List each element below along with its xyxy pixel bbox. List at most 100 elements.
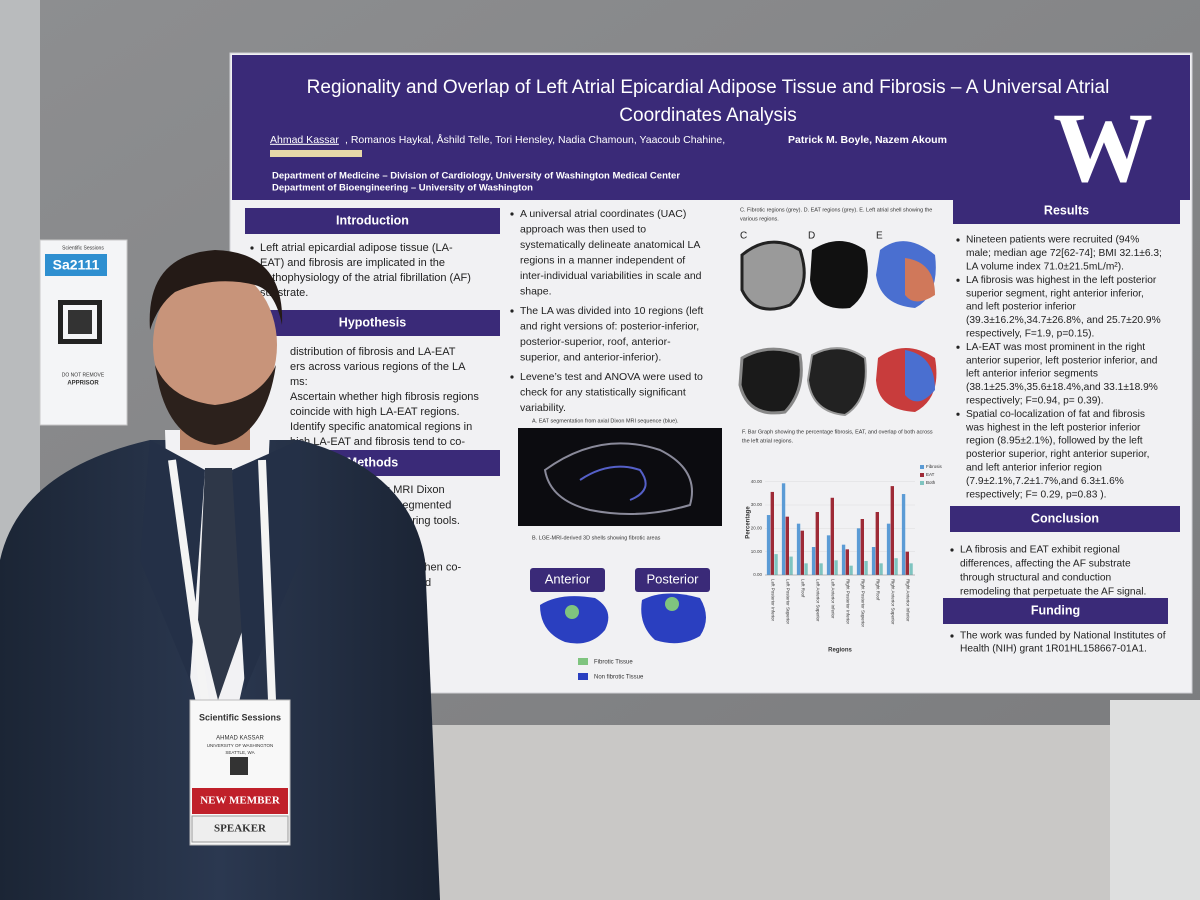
bullet xyxy=(510,212,514,216)
body-text: approach was then used to xyxy=(520,223,646,235)
legend-text: Fibrotic Tissue xyxy=(594,660,633,666)
section-header xyxy=(943,598,1168,624)
section-title: Funding xyxy=(1031,603,1080,617)
section-header xyxy=(953,198,1180,224)
qr-note: DO NOT REMOVE xyxy=(62,372,105,378)
lanyard xyxy=(258,459,276,701)
x-tick-label: Left Anterior Inferior xyxy=(830,579,835,619)
x-tick-label: Left Posterior Inferior xyxy=(770,579,775,622)
body-text: Levene’s test and ANOVA were used to xyxy=(520,371,703,383)
authors-senior: Patrick M. Boyle, Nazem Akoum xyxy=(788,134,947,146)
section-header xyxy=(245,208,500,234)
badge-city: SEATTLE, WA xyxy=(225,750,254,755)
y-tick-label: 0.00 xyxy=(753,572,762,577)
ribbon-text: NEW MEMBER xyxy=(200,795,281,807)
body-text: Spatial co-localization of fat and fibro… xyxy=(966,409,1145,420)
body-text: LA volume index 71.0±21.5mL/m²). xyxy=(966,261,1124,272)
body-text: superior, and anterior-inferior). xyxy=(520,351,661,363)
x-axis-label: Regions xyxy=(828,648,852,654)
x-tick-label: Right Posterior Superior xyxy=(860,579,865,628)
qr-brand: Scientific Sessions xyxy=(62,245,104,251)
la-shell-d2 xyxy=(806,347,867,417)
bullet xyxy=(956,278,960,282)
section-title: Results xyxy=(1044,203,1089,217)
bar xyxy=(789,556,793,575)
x-tick-label: Right Posterior Inferior xyxy=(845,579,850,625)
beard xyxy=(155,365,276,445)
bar xyxy=(864,561,868,575)
ribbon xyxy=(191,815,289,843)
body-text: shape. xyxy=(520,285,552,297)
badge-qr xyxy=(230,757,248,775)
panel-label: C xyxy=(740,231,747,242)
y-axis-label: Percentage xyxy=(746,506,752,539)
body-text: respectively; F=0.94, p= 0.39). xyxy=(966,395,1104,406)
bar xyxy=(830,497,834,575)
body-text: hich LA-EAT and fibrosis tend to co- xyxy=(290,436,465,448)
body-text: LA fibrosis and EAT exhibit regional xyxy=(960,545,1120,556)
y-tick-label: 20.00 xyxy=(751,526,763,531)
body-text: through structural and conduction xyxy=(960,573,1111,584)
legend-swatch xyxy=(920,473,924,477)
body-text: Health (NIH) grant 1R01HL158667-01A1. xyxy=(960,644,1147,655)
body-text: The LA was divided into 10 regions (left xyxy=(520,305,703,317)
bar xyxy=(834,560,838,575)
bar xyxy=(841,544,846,575)
y-tick-label: 10.00 xyxy=(751,549,763,554)
hair xyxy=(149,250,283,330)
body-text: respectively, F=1.9, p=0.15). xyxy=(966,328,1094,339)
y-tick-label: 30.00 xyxy=(751,502,763,507)
body-text: and left anterior inferior region xyxy=(966,462,1102,473)
x-tick-label: Left Posterior Superior xyxy=(785,579,790,625)
bullet xyxy=(510,309,514,313)
logo: W xyxy=(1053,92,1153,203)
body-text: variability. xyxy=(520,402,566,414)
figure-caption: various regions. xyxy=(740,216,779,222)
qr-core xyxy=(68,310,92,334)
bar xyxy=(849,565,853,575)
body-text: LA-EAT was most prominent in the right xyxy=(966,342,1145,353)
body-text: check for any statistically significant xyxy=(520,386,686,398)
body-text: The work was funded by National Institut… xyxy=(960,631,1166,642)
body-text: posterior-superior, roof, anterior- xyxy=(520,336,671,348)
body-text: left anterior inferior segments xyxy=(966,369,1098,380)
body-text: systematically delineate anatomical LA xyxy=(520,239,700,251)
y-tick-label: 40.00 xyxy=(751,479,763,484)
bar xyxy=(766,515,771,575)
x-tick-label: Left Roof xyxy=(800,579,805,598)
face xyxy=(153,267,277,423)
ribbon xyxy=(192,788,288,814)
body-text: pathophysiology of the atrial fibrillati… xyxy=(260,272,471,284)
legend-text: Non fibrotic Tissue xyxy=(594,675,644,681)
view-label-box xyxy=(530,568,605,592)
body-text: Nineteen patients were recruited (94% xyxy=(966,235,1139,246)
view-label-box xyxy=(635,568,710,592)
bar xyxy=(785,516,789,575)
bar xyxy=(774,554,778,575)
section-header xyxy=(245,310,500,336)
figure-caption: A. EAT segmentation from axial Dixon MRI… xyxy=(532,418,679,424)
view-label: Anterior xyxy=(545,571,591,586)
body-text: Left atrial epicardial adipose tissue (L… xyxy=(260,242,453,254)
la-region xyxy=(905,350,935,402)
affiliation: Department of Bioengineering – Universit… xyxy=(272,183,533,194)
body-text: ms: xyxy=(290,376,308,388)
body-text: (39.3±16.2%,34.7±26.8%, and 25.7±20.9% xyxy=(966,315,1161,326)
panel-label: D xyxy=(808,231,815,242)
shell-posterior xyxy=(641,593,706,644)
right-panel xyxy=(1110,700,1200,900)
body-text: remodeling that perpetuate the AF signal… xyxy=(960,587,1146,598)
body-text: (7.9±2.1%,7.2±1.7%,and 6.3±1.6% xyxy=(966,476,1124,487)
badge-brand: Scientific Sessions xyxy=(199,712,281,722)
body-text: inter-individual variabilities in scale … xyxy=(520,270,702,282)
bar xyxy=(905,551,909,575)
session-code: Sa2111 xyxy=(53,257,100,273)
la-shell-d xyxy=(810,241,868,309)
affiliation: Department of Medicine – Division of Car… xyxy=(272,171,680,182)
bar xyxy=(856,528,861,575)
section-title: Hypothesis xyxy=(339,315,406,329)
bar xyxy=(796,523,801,575)
bar xyxy=(804,563,808,575)
bullet xyxy=(510,375,514,379)
bar xyxy=(886,523,891,575)
